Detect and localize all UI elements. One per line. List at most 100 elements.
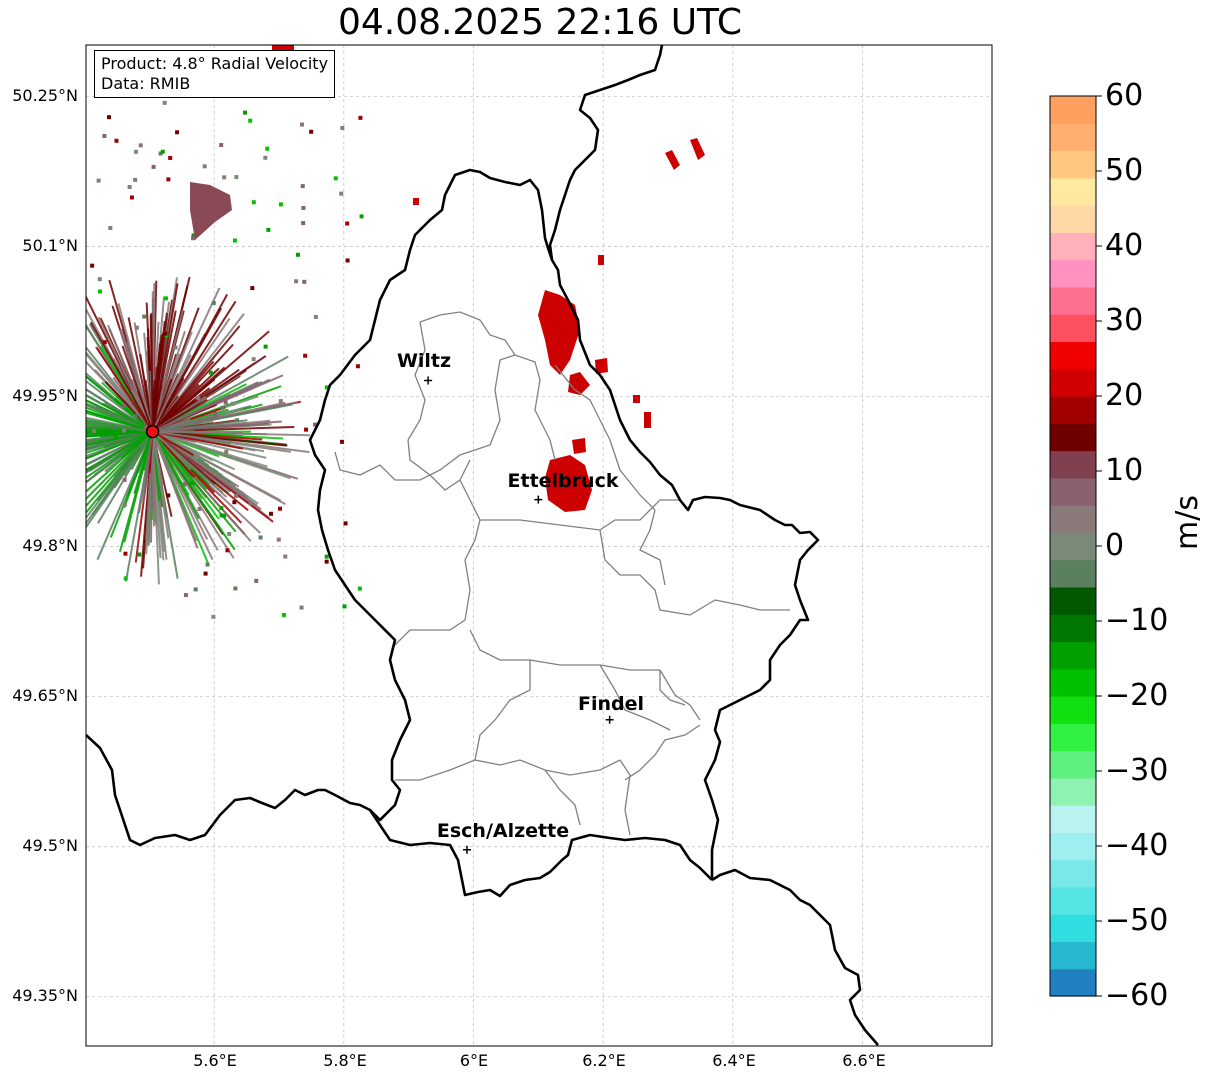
echo-pixel — [127, 184, 132, 189]
lon-tick: 5.8°E — [323, 1051, 367, 1070]
echo-pixel — [196, 396, 201, 401]
colorbar-band — [1050, 723, 1096, 752]
colorbar-band — [1050, 259, 1096, 288]
echo-pixel — [123, 576, 128, 581]
echo-pixel — [211, 300, 216, 305]
echo-pixel — [233, 493, 238, 498]
colorbar-tick: 30 — [1105, 303, 1144, 338]
velocity-ray — [86, 409, 153, 433]
velocity-ray — [86, 430, 153, 437]
colorbar-band — [1050, 968, 1096, 997]
echo-pixel — [231, 401, 236, 406]
echo-pixel — [197, 507, 202, 512]
echo-pixel — [151, 164, 156, 169]
echo-pixel — [266, 227, 271, 232]
velocity-ray — [124, 431, 154, 582]
echo-pixel — [232, 500, 237, 505]
echo-pixel — [219, 513, 224, 518]
velocity-ray — [142, 431, 154, 503]
echo-pixel — [303, 353, 308, 358]
echo-pixel — [263, 344, 268, 349]
echo-pixel — [163, 331, 168, 336]
velocity-ray — [151, 384, 163, 432]
echo-pixel — [234, 175, 239, 180]
echo-pixel — [96, 178, 101, 183]
colorbar-band — [1050, 914, 1096, 943]
echo-pixel — [132, 414, 137, 419]
velocity-ray — [86, 430, 153, 447]
echo-pixel — [213, 411, 218, 416]
echo-pixel — [250, 286, 255, 291]
city-label-wiltz: Wiltz — [396, 350, 452, 372]
velocity-ray — [86, 388, 154, 433]
echo-pixel — [183, 593, 188, 598]
colorbar-band — [1050, 396, 1096, 424]
velocity-ray — [151, 430, 228, 498]
colorbar-band — [1050, 777, 1096, 806]
velocity-ray — [86, 430, 153, 442]
echo-pixel — [133, 149, 138, 154]
city-marker — [534, 495, 543, 504]
velocity-ray — [151, 367, 220, 433]
velocity-ray — [86, 430, 154, 525]
radar-site-marker — [145, 424, 160, 439]
echo-pixel — [340, 126, 345, 131]
echo-pixel — [324, 385, 329, 390]
colorbar-tick: 0 — [1105, 528, 1125, 563]
echo-pixel — [304, 427, 309, 432]
echo-pixel — [299, 605, 304, 610]
velocity-ray — [86, 430, 154, 479]
radar-velocity-echoes — [86, 100, 364, 619]
colorbar-tick: 50 — [1105, 153, 1144, 188]
colorbar-band — [1050, 205, 1096, 233]
velocity-ray — [152, 403, 293, 433]
echo-pixel — [133, 177, 138, 182]
country-borders — [86, 45, 879, 1046]
velocity-ray — [121, 345, 154, 432]
product-text: Product: 4.8° Radial Velocity — [101, 54, 329, 73]
echo-pixel — [158, 151, 163, 156]
echo-pixel — [251, 357, 256, 362]
echo-pixel — [122, 477, 127, 482]
echo-pixel — [300, 184, 305, 189]
echo-pixel — [359, 214, 364, 219]
lat-tick: 49.65°N — [12, 686, 78, 705]
echo-pixel — [281, 612, 286, 617]
echo-pixel — [358, 115, 363, 120]
lat-tick: 49.35°N — [12, 986, 78, 1005]
colorbar-unit-label: m/s — [1170, 495, 1205, 550]
echo-pixel — [90, 263, 95, 268]
velocity-ray — [150, 313, 154, 432]
lon-tick: 6.4°E — [712, 1051, 756, 1070]
echo-pixel — [194, 455, 199, 460]
velocity-ray — [151, 431, 223, 531]
echo-pixel — [223, 400, 228, 405]
echo-pixel — [166, 177, 171, 182]
colorbar-band — [1050, 641, 1096, 670]
colorbar-band — [1050, 232, 1096, 261]
velocity-ray — [152, 430, 194, 456]
echo-pixel — [339, 439, 344, 444]
echo-pixel — [121, 403, 126, 408]
lon-tick: 6.2°E — [582, 1051, 626, 1070]
echo-pixel — [342, 604, 347, 609]
colorbar-tick: −60 — [1105, 978, 1169, 1013]
city-marker — [605, 715, 614, 724]
echo-pixel — [122, 428, 127, 433]
canton-borders — [334, 311, 790, 836]
echo-pixel — [309, 129, 314, 134]
echo-pixel — [324, 554, 329, 559]
echo-pixel — [333, 176, 338, 181]
lon-tick: 5.6°E — [193, 1051, 237, 1070]
city-label-ettelbruck: Ettelbruck — [507, 470, 619, 492]
echo-pixel — [162, 100, 167, 105]
echo-pixel — [220, 405, 225, 410]
echo-pixel — [208, 370, 213, 375]
colorbar-band — [1050, 477, 1096, 506]
lat-tick: 49.8°N — [22, 536, 78, 555]
echo-pixel — [123, 551, 128, 556]
city-label-findel: Findel — [577, 693, 645, 715]
lon-tick: 6°E — [459, 1051, 489, 1070]
echo-pixel — [324, 559, 329, 564]
colorbar-tick: −50 — [1105, 903, 1169, 938]
